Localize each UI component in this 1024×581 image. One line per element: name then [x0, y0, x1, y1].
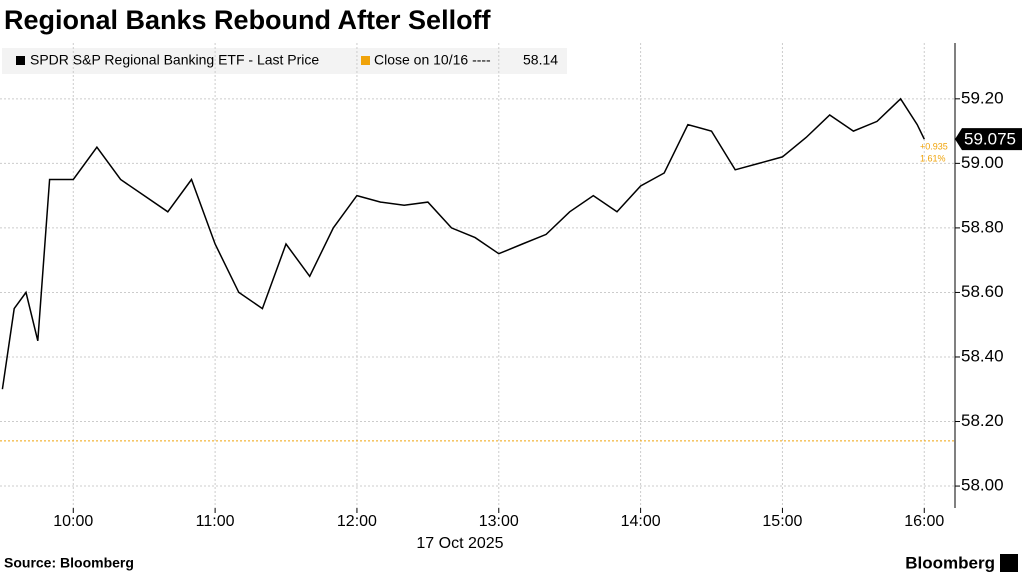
y-tick-label: 58.00 — [961, 476, 1004, 495]
x-tick-label: 14:00 — [621, 513, 661, 530]
x-axis-label: 17 Oct 2025 — [416, 535, 503, 552]
annotation: +0.935 — [920, 142, 948, 152]
y-tick-label: 59.20 — [961, 88, 1004, 107]
y-tick-label: 58.40 — [961, 346, 1004, 365]
source: Source: Bloomberg — [4, 555, 134, 571]
brand: Bloomberg — [905, 553, 995, 572]
last-price-box — [955, 128, 1022, 151]
y-tick-label: 58.60 — [961, 282, 1004, 301]
y-tick-label: 58.20 — [961, 411, 1004, 430]
last-price-label: 59.075 — [964, 130, 1016, 149]
x-tick-label: 10:00 — [53, 513, 93, 530]
legend-value: 58.14 — [523, 52, 558, 68]
chart-title: Regional Banks Rebound After Selloff — [4, 5, 492, 35]
brand-icon — [1000, 554, 1018, 572]
annotation: 1.61% — [920, 154, 946, 164]
legend-box — [2, 48, 567, 74]
x-tick-label: 12:00 — [337, 513, 377, 530]
x-tick-label: 16:00 — [904, 513, 944, 530]
price-line — [1, 97, 925, 390]
legend-swatch — [16, 56, 25, 65]
x-tick-label: 15:00 — [762, 513, 802, 530]
x-tick-label: 13:00 — [479, 513, 519, 530]
y-tick-label: 58.80 — [961, 217, 1004, 236]
legend-label: Close on 10/16 ---- — [374, 52, 491, 68]
legend-swatch — [361, 56, 370, 65]
y-tick-label: 59.00 — [961, 153, 1004, 172]
x-tick-label: 11:00 — [196, 513, 235, 530]
legend-label: SPDR S&P Regional Banking ETF - Last Pri… — [30, 52, 319, 68]
